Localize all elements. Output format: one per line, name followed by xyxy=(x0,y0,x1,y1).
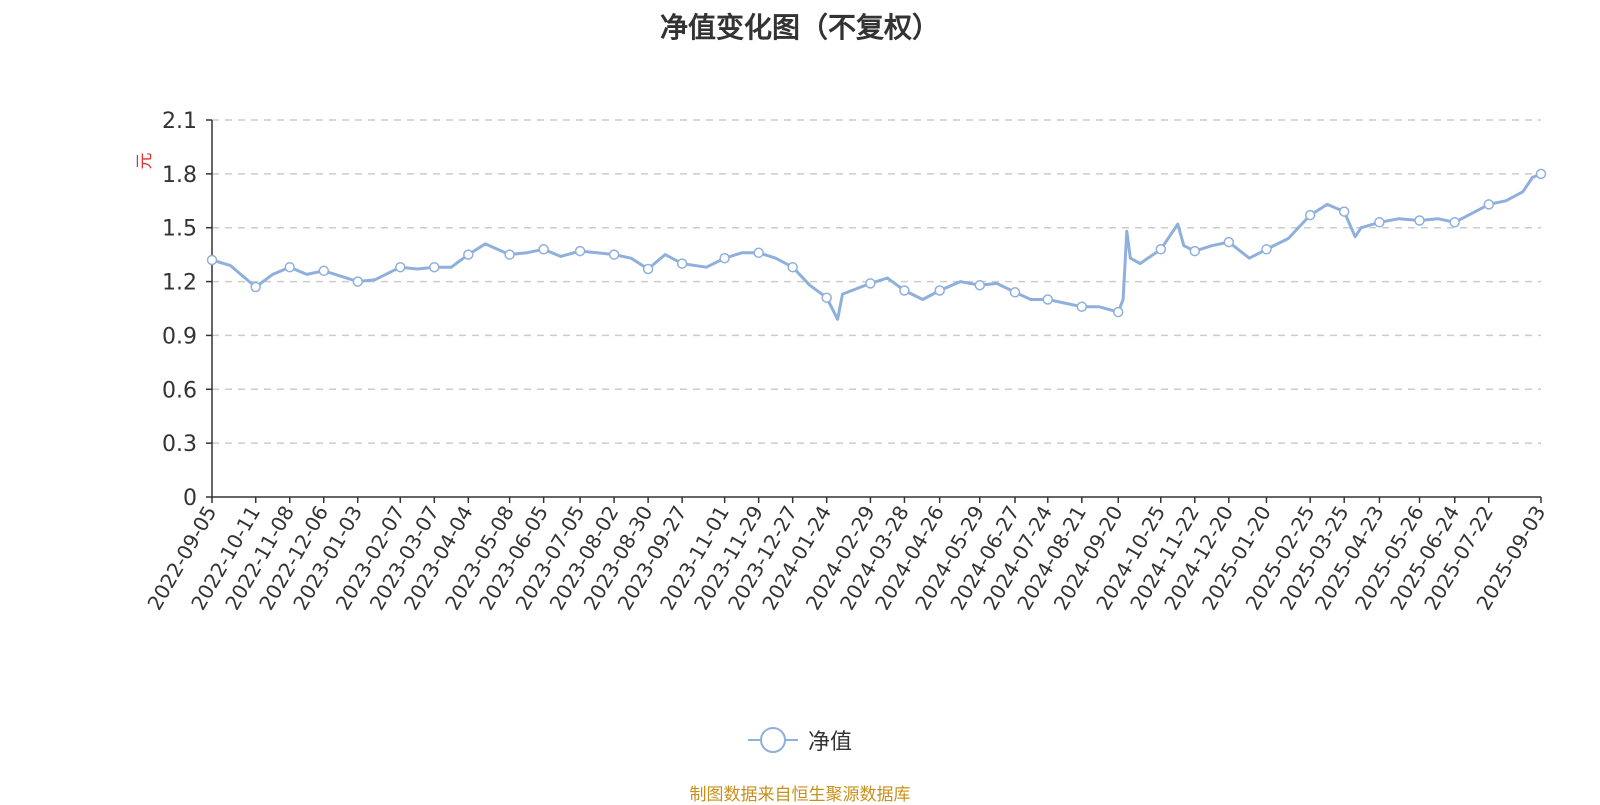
y-tick-label: 0.6 xyxy=(162,378,197,403)
y-tick-label: 0 xyxy=(183,486,197,511)
data-point[interactable] xyxy=(1042,294,1054,305)
data-point[interactable] xyxy=(719,252,730,264)
data-point[interactable] xyxy=(642,263,654,275)
data-point[interactable] xyxy=(463,249,474,260)
data-point[interactable] xyxy=(1155,244,1167,255)
x-tick-labels: 2022-09-052022-10-112022-11-082022-12-06… xyxy=(142,501,1550,614)
data-point[interactable] xyxy=(1304,209,1316,221)
data-point[interactable] xyxy=(974,279,986,291)
data-point[interactable] xyxy=(1076,301,1088,312)
data-point[interactable] xyxy=(504,249,515,260)
y-tick-label: 1.2 xyxy=(162,271,197,296)
gridlines xyxy=(212,119,1541,444)
axes xyxy=(206,119,1542,503)
data-point[interactable] xyxy=(787,261,798,273)
data-point[interactable] xyxy=(1535,168,1547,180)
y-tick-label: 1.5 xyxy=(162,217,197,242)
data-point[interactable] xyxy=(865,278,876,289)
data-point[interactable] xyxy=(821,292,832,303)
series-area xyxy=(206,168,1547,321)
data-point[interactable] xyxy=(1449,217,1460,228)
data-point[interactable] xyxy=(899,285,910,296)
data-point[interactable] xyxy=(753,247,764,259)
data-point[interactable] xyxy=(250,281,261,293)
data-point[interactable] xyxy=(284,261,295,273)
data-point[interactable] xyxy=(1338,206,1350,217)
y-tick-label: 0.9 xyxy=(162,324,197,349)
data-point[interactable] xyxy=(206,254,218,266)
y-axis-label: 元 xyxy=(135,153,155,170)
data-point[interactable] xyxy=(1009,287,1021,298)
data-point[interactable] xyxy=(1261,244,1272,255)
series-line xyxy=(211,172,1542,321)
source-note: 制图数据来自恒生聚源数据库 xyxy=(689,785,911,805)
data-point[interactable] xyxy=(352,276,364,287)
data-point[interactable] xyxy=(608,249,620,260)
line-chart: 元 0 0.3 0.6 0.9 1.2 1.5 1.8 2.1 2022-09-052022-… xyxy=(135,109,1550,614)
data-point[interactable] xyxy=(1374,217,1385,228)
data-point[interactable] xyxy=(574,245,586,257)
y-tick-label: 1.8 xyxy=(162,163,197,188)
legend-marker-icon xyxy=(747,727,798,753)
data-point[interactable] xyxy=(538,244,549,255)
y-tick-label: 2.1 xyxy=(162,109,197,134)
data-point[interactable] xyxy=(1414,215,1425,226)
data-point[interactable] xyxy=(1112,306,1124,318)
data-point[interactable] xyxy=(429,261,440,273)
data-point[interactable] xyxy=(934,285,945,296)
data-point[interactable] xyxy=(318,265,330,277)
y-tick-label: 0.3 xyxy=(162,432,197,457)
data-point[interactable] xyxy=(1189,245,1201,257)
data-point[interactable] xyxy=(395,261,406,273)
data-point[interactable] xyxy=(676,258,688,269)
legend-label: 净值 xyxy=(807,730,852,755)
data-point[interactable] xyxy=(1483,199,1495,210)
legend[interactable]: 净值 xyxy=(0,724,1600,756)
data-point[interactable] xyxy=(1223,236,1235,248)
y-tick-labels: 0 0.3 0.6 0.9 1.2 1.5 1.8 2.1 xyxy=(162,109,197,511)
chart-title: 净值变化图（不复权） xyxy=(659,11,940,44)
